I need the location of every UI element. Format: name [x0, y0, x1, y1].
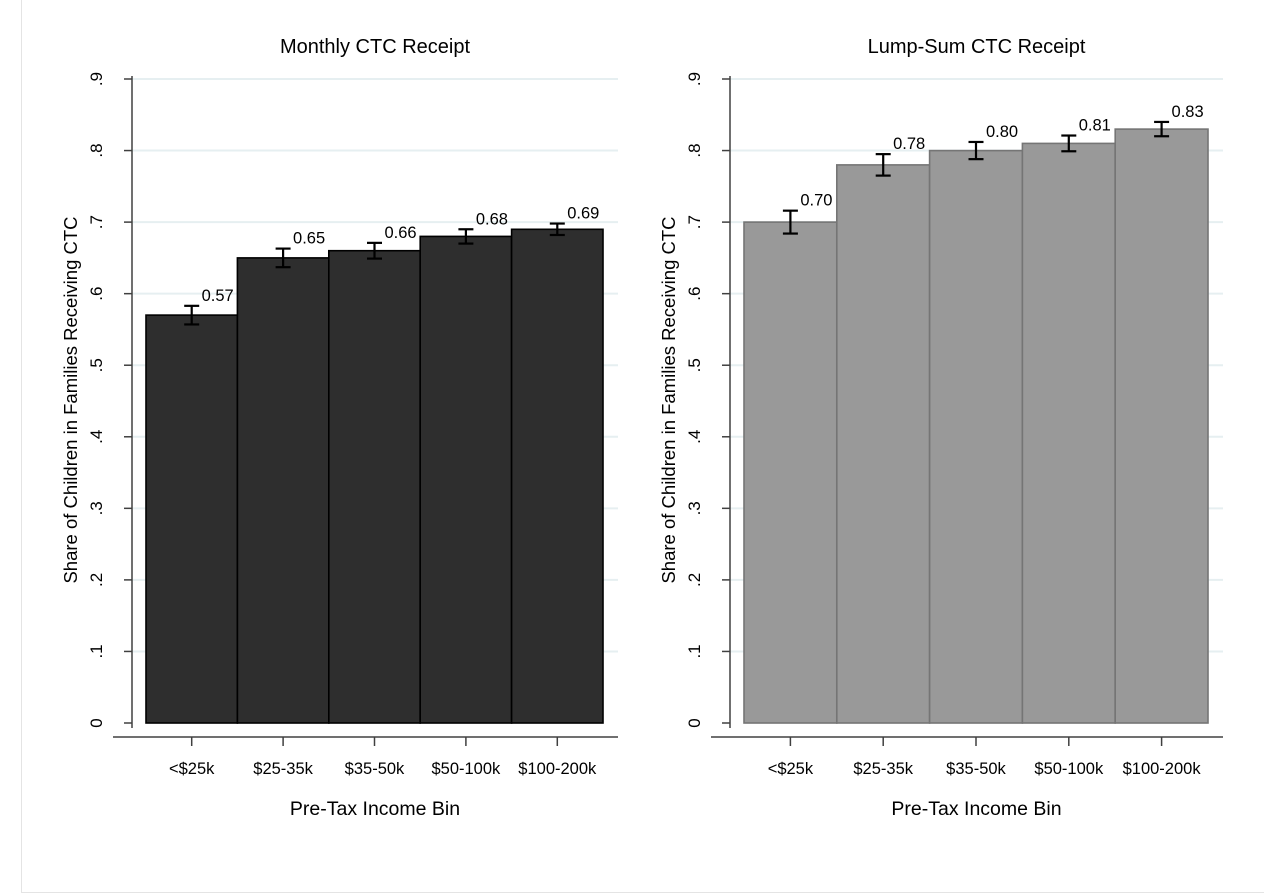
x-axis-title: Pre-Tax Income Bin — [290, 798, 460, 820]
bar — [1114, 128, 1209, 724]
y-tick-label: .2 — [87, 573, 106, 587]
y-tick-label: .7 — [87, 215, 106, 229]
bar — [145, 314, 239, 724]
value-label: 0.80 — [986, 123, 1018, 141]
y-tick-label: .4 — [87, 430, 106, 444]
x-tick-label: $25-35k — [853, 760, 913, 778]
y-tick-label: .7 — [685, 215, 704, 229]
y-axis-title: Share of Children in Families Receiving … — [60, 216, 81, 583]
y-tick-label: .5 — [87, 358, 106, 372]
x-tick-label: $35-50k — [946, 760, 1006, 778]
x-tick-label: $35-50k — [345, 760, 405, 778]
y-tick-label: 0 — [87, 718, 106, 727]
y-tick-label: .3 — [87, 501, 106, 515]
bar — [510, 228, 604, 724]
error-bar — [782, 209, 798, 235]
bar — [327, 249, 421, 724]
y-tick-label: .9 — [685, 72, 704, 86]
y-tick-label: .3 — [685, 501, 704, 515]
value-label: 0.66 — [384, 224, 416, 242]
error-bar — [458, 228, 474, 245]
error-bar — [549, 222, 565, 237]
x-axis-title: Pre-Tax Income Bin — [891, 798, 1061, 820]
y-tick-label: .8 — [87, 143, 106, 157]
x-tick-label: $100-200k — [518, 760, 597, 778]
x-tick-label: $100-200k — [1123, 760, 1202, 778]
panel-lumpsum-ctc: 0.70 0.78 0.80 0.81 0.83 0 .1 .2 .3 .4 .5 .6 .7 .8 .9 <… — [658, 36, 1223, 820]
y-tick-label: .2 — [685, 573, 704, 587]
y-tick-label: 0 — [685, 718, 704, 727]
error-bar — [275, 247, 291, 269]
y-tick-label: .9 — [87, 72, 106, 86]
y-tick-label: .6 — [685, 287, 704, 301]
panel-title: Lump-Sum CTC Receipt — [868, 36, 1086, 58]
value-label: 0.83 — [1172, 103, 1204, 121]
x-tick-label: <$25k — [169, 760, 215, 778]
bar — [1021, 142, 1117, 724]
bar — [928, 149, 1024, 724]
y-tick-label: .4 — [685, 430, 704, 444]
value-label: 0.69 — [567, 205, 599, 223]
y-tick-label: .1 — [685, 644, 704, 658]
value-label: 0.81 — [1079, 117, 1111, 135]
y-tick-label: .1 — [87, 644, 106, 658]
value-label: 0.78 — [893, 135, 925, 153]
error-bar — [968, 140, 984, 161]
x-tick-label: $25-35k — [253, 760, 313, 778]
error-bar — [367, 241, 382, 260]
error-bar — [875, 153, 891, 177]
value-label: 0.65 — [293, 230, 325, 248]
error-bar — [1154, 120, 1170, 138]
x-tick-label: <$25k — [768, 760, 814, 778]
bar — [236, 257, 330, 724]
panel-monthly-ctc: 0.57 0.65 0.66 0.68 0.69 0 .1 .2 .3 .4 .5 .6 .7 .8 .9 <… — [60, 36, 618, 820]
y-tick-label: .6 — [87, 287, 106, 301]
error-bar — [184, 304, 200, 326]
error-bar — [1061, 134, 1077, 153]
bar — [419, 235, 513, 724]
y-tick-label: .5 — [685, 358, 704, 372]
y-axis-title: Share of Children in Families Receiving … — [658, 216, 679, 583]
x-tick-label: $50-100k — [1034, 760, 1104, 778]
y-tick-label: .8 — [685, 143, 704, 157]
value-label: 0.68 — [476, 210, 508, 228]
panel-title: Monthly CTC Receipt — [280, 36, 471, 58]
page-edge-bottom — [21, 892, 1264, 893]
bar — [743, 221, 838, 724]
value-label: 0.57 — [202, 287, 234, 305]
bar — [835, 164, 931, 724]
x-tick-label: $50-100k — [431, 760, 501, 778]
page-edge-left — [21, 0, 22, 893]
value-label: 0.70 — [800, 192, 832, 210]
